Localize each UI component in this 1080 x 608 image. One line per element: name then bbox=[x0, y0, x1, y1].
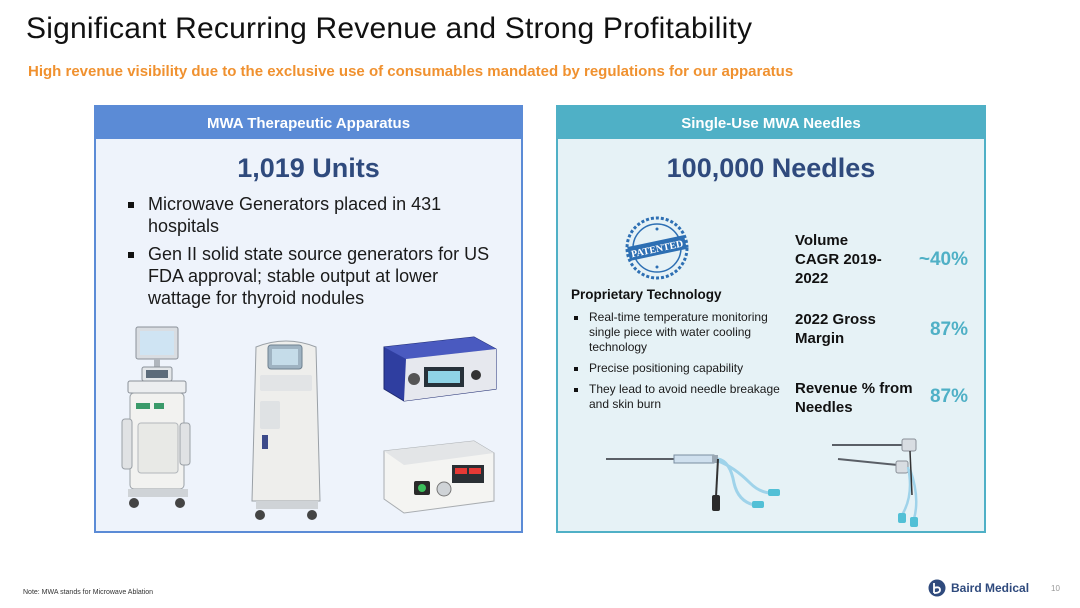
proprietary-bullet: Real-time temperature monitoring single … bbox=[571, 310, 781, 355]
slide-title: Significant Recurring Revenue and Strong… bbox=[26, 12, 753, 45]
proprietary-bullet: They lead to avoid needle breakage and s… bbox=[571, 382, 781, 412]
needles-panel: Single-Use MWA Needles 100,000 Needles P… bbox=[556, 105, 986, 533]
proprietary-bullet-list: Real-time temperature monitoring single … bbox=[571, 310, 781, 418]
mwa-needle-angled-image bbox=[832, 438, 918, 527]
needles-panel-header: Single-Use MWA Needles bbox=[558, 107, 984, 139]
apparatus-panel: MWA Therapeutic Apparatus 1,019 Units Mi… bbox=[94, 105, 523, 533]
mwa-tower-generator-image bbox=[251, 340, 321, 520]
apparatus-units-count: 1,019 Units bbox=[237, 153, 380, 183]
baird-medical-logo-icon bbox=[928, 579, 946, 597]
patented-stamp-icon: PATENTED bbox=[625, 216, 689, 280]
metric-volume-cagr-value: ~40% bbox=[918, 249, 968, 270]
mwa-needle-straight-image bbox=[606, 454, 780, 511]
proprietary-bullet: Precise positioning capability bbox=[571, 361, 781, 376]
mwa-desktop-generator-blue-image bbox=[383, 336, 497, 402]
apparatus-bullet: Gen II solid state source generators for… bbox=[126, 243, 506, 309]
apparatus-panel-header: MWA Therapeutic Apparatus bbox=[96, 107, 521, 139]
apparatus-bullet-list: Microwave Generators placed in 431 hospi… bbox=[126, 193, 506, 315]
metric-gross-margin-value: 87% bbox=[929, 319, 968, 340]
footnote: Note: MWA stands for Microwave Ablation bbox=[23, 589, 154, 596]
metric-revenue-needles-label: Revenue % from Needles bbox=[795, 380, 913, 416]
mwa-workstation-image bbox=[121, 326, 191, 508]
metric-revenue-needles-value: 87% bbox=[929, 386, 968, 407]
metric-gross-margin-label: 2022 Gross Margin bbox=[795, 311, 876, 347]
brand-name: Baird Medical bbox=[951, 581, 1030, 595]
metric-volume-cagr-label: Volume CAGR 2019-2022 bbox=[795, 232, 882, 287]
mwa-desktop-generator-white-image bbox=[383, 440, 495, 514]
brand-logo: Baird Medical bbox=[928, 579, 1029, 597]
slide-subtitle: High revenue visibility due to the exclu… bbox=[28, 63, 794, 80]
proprietary-technology-title: Proprietary Technology bbox=[571, 287, 722, 302]
apparatus-bullet: Microwave Generators placed in 431 hospi… bbox=[126, 193, 506, 237]
page-number: 10 bbox=[1051, 584, 1060, 593]
needles-count: 100,000 Needles bbox=[666, 153, 876, 183]
